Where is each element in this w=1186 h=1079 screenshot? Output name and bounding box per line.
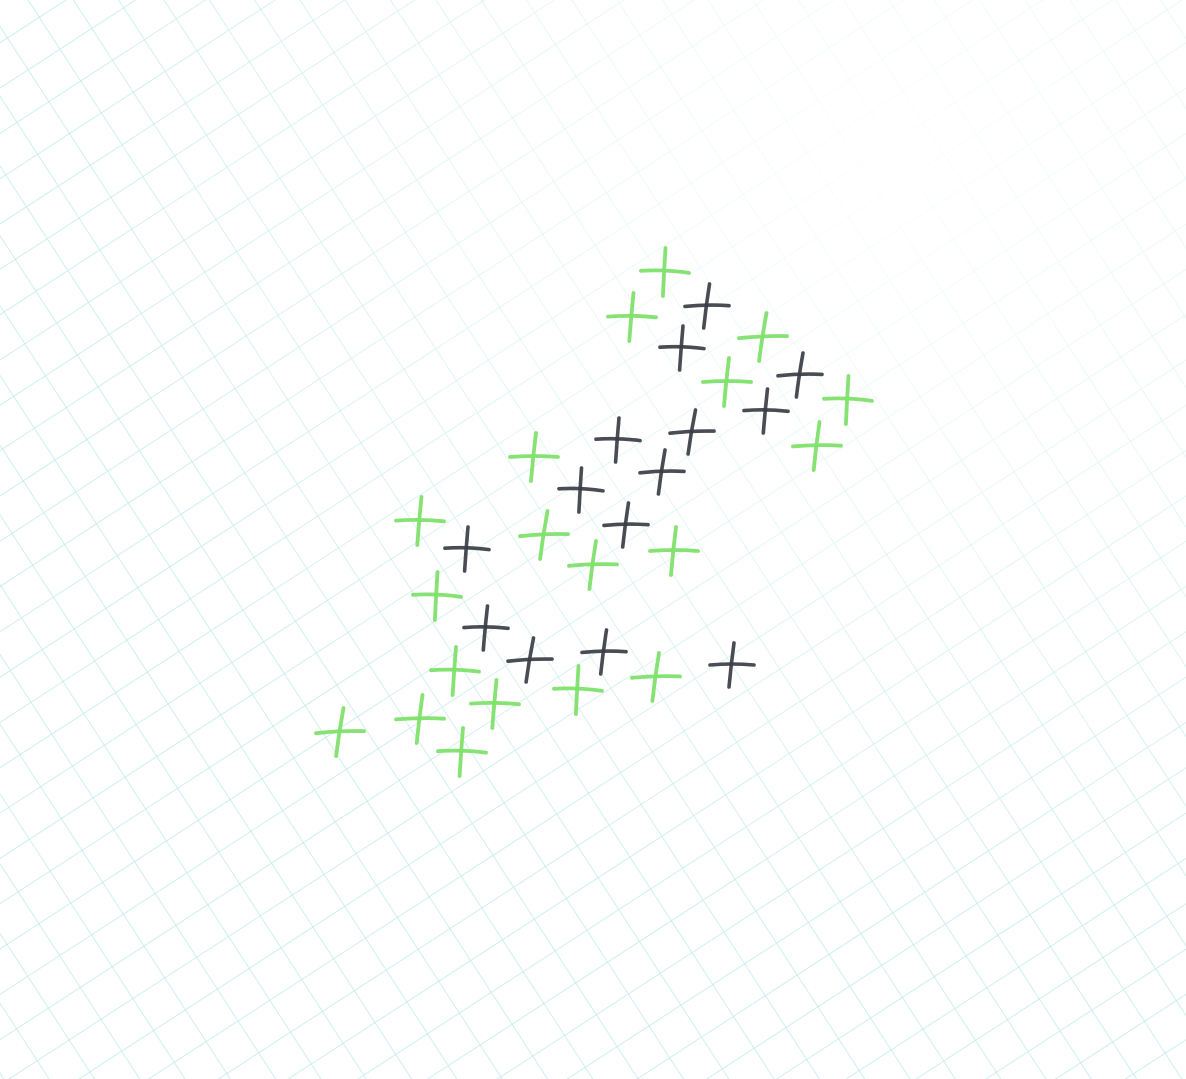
black-plus-mark [594,416,642,464]
green-plus-mark [508,431,560,483]
green-plus-mark [567,539,619,591]
green-plus-mark [606,291,658,343]
black-plus-mark [557,466,605,514]
black-plus-mark [668,408,716,456]
black-plus-mark [742,387,790,435]
green-plus-mark [791,420,843,472]
green-plus-mark [701,356,753,408]
green-plus-mark [630,651,682,703]
green-plus-mark [469,678,521,730]
black-plus-mark [683,282,731,330]
black-plus-mark [506,636,554,684]
black-plus-mark [602,501,650,549]
green-plus-mark [639,246,691,298]
black-plus-mark [658,324,706,372]
green-plus-mark [737,311,789,363]
green-plus-mark [429,645,481,697]
green-plus-mark [822,374,874,426]
black-plus-mark [462,604,510,652]
green-plus-mark [518,509,570,561]
black-plus-mark [638,448,686,496]
green-plus-mark [648,525,700,577]
black-plus-mark [580,628,628,676]
green-plus-mark [394,495,446,547]
green-plus-mark [314,706,366,758]
black-plus-mark [776,351,824,399]
plus-marks [314,246,874,778]
green-plus-mark [552,664,604,716]
green-plus-mark [394,693,446,745]
black-plus-mark [708,641,756,689]
black-plus-mark [443,525,491,573]
green-plus-mark [436,726,488,778]
green-plus-mark [411,570,463,622]
